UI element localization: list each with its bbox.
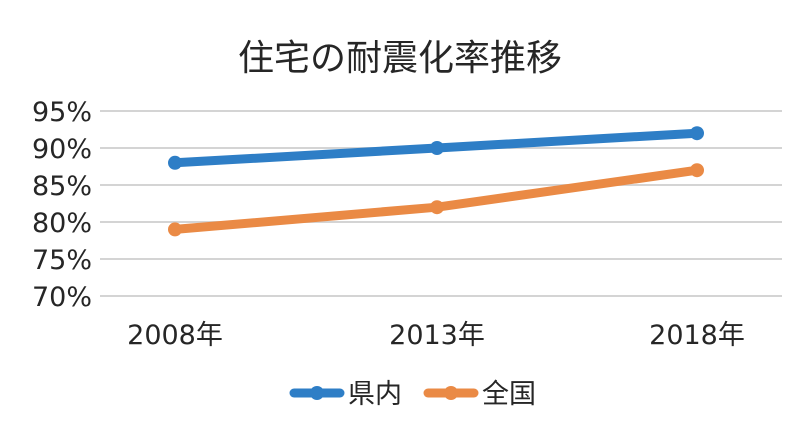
data-point [430, 141, 444, 155]
legend-item: 全国 [423, 379, 536, 410]
legend-marker [444, 386, 458, 400]
y-tick-label: 90% [32, 134, 92, 165]
series-line [170, 165, 702, 234]
x-tick-label: 2013年 [389, 320, 485, 351]
series-1 [168, 126, 704, 170]
y-tick-label: 75% [32, 245, 92, 276]
y-tick-label: 80% [32, 208, 92, 239]
y-tick-label: 70% [32, 282, 92, 313]
legend: 県内 全国 [289, 379, 536, 410]
data-point [168, 222, 182, 237]
data-point [168, 155, 182, 170]
legend-item: 県内 [289, 379, 402, 410]
x-tick-label: 2018年 [649, 320, 745, 351]
legend-label: 全国 [482, 379, 536, 410]
legend-marker [310, 386, 324, 400]
x-axis-ticks: 2008年 2013年 2018年 [127, 320, 745, 351]
y-tick-label: 95% [32, 97, 92, 128]
data-point [690, 126, 704, 141]
series-lines [168, 126, 704, 237]
y-tick-label: 85% [32, 171, 92, 202]
legend-label: 県内 [348, 379, 402, 410]
x-tick-label: 2008年 [127, 320, 223, 351]
data-point [430, 200, 444, 215]
chart-title: 住宅の耐震化率推移 [238, 38, 562, 79]
y-axis-ticks: 95% 90% 85% 80% 75% 70% [32, 97, 92, 313]
data-point [690, 163, 704, 178]
series-2 [168, 163, 704, 237]
